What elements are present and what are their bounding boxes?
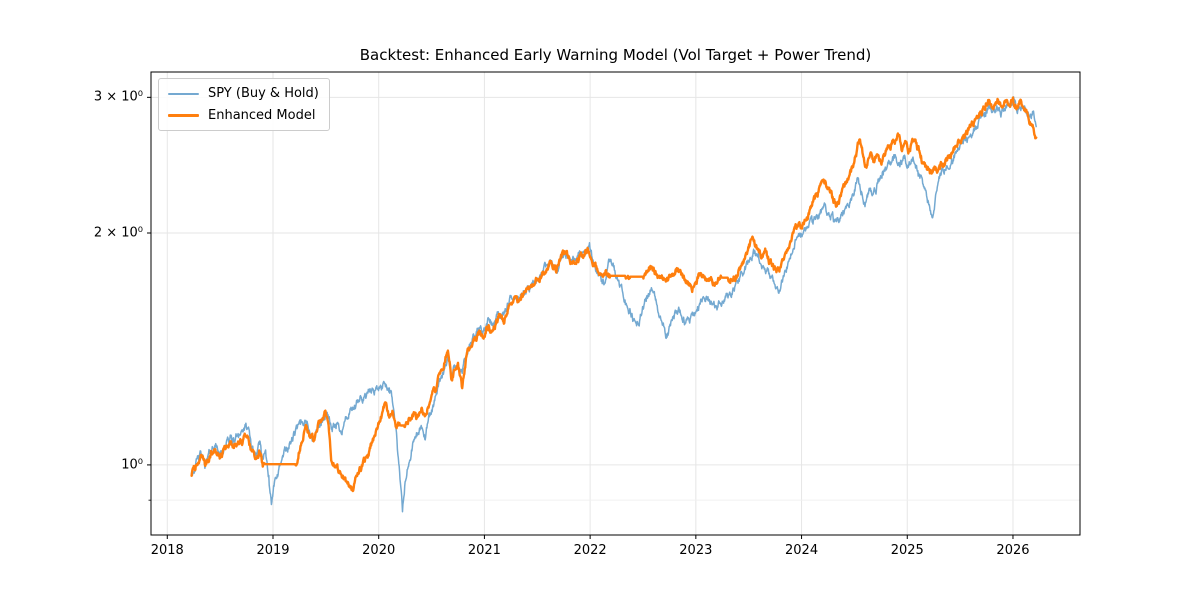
- x-tick-label-2024: 2024: [785, 543, 819, 558]
- y-tick-label-1: 10⁰: [121, 457, 143, 473]
- spy-line-swatch: [168, 92, 199, 95]
- x-tick-label-2022: 2022: [573, 543, 607, 558]
- legend-item-spy: SPY (Buy & Hold): [168, 86, 319, 101]
- enhanced-model-series-line: [190, 96, 1038, 493]
- model-line-swatch: [168, 114, 199, 117]
- x-tick-label-2026: 2026: [996, 543, 1030, 558]
- x-tick-label-2020: 2020: [362, 543, 396, 558]
- x-tick-label-2019: 2019: [256, 543, 290, 558]
- legend-label-spy: SPY (Buy & Hold): [208, 86, 319, 101]
- x-tick-label-2023: 2023: [679, 543, 713, 558]
- chart-title: Backtest: Enhanced Early Warning Model (…: [359, 46, 872, 64]
- x-tick-label-2018: 2018: [150, 543, 184, 558]
- legend-label-enhanced-model: Enhanced Model: [208, 108, 316, 123]
- spy-series-line: [190, 96, 1037, 513]
- legend: SPY (Buy & Hold) Enhanced Model: [158, 78, 330, 131]
- y-tick-label-3: 3 × 10⁰: [93, 89, 143, 105]
- y-tick-label-2: 2 × 10⁰: [93, 225, 143, 241]
- legend-item-enhanced-model: Enhanced Model: [168, 108, 319, 123]
- x-tick-label-2021: 2021: [467, 543, 501, 558]
- x-tick-label-2025: 2025: [890, 543, 924, 558]
- axes-spines: [150, 71, 1081, 536]
